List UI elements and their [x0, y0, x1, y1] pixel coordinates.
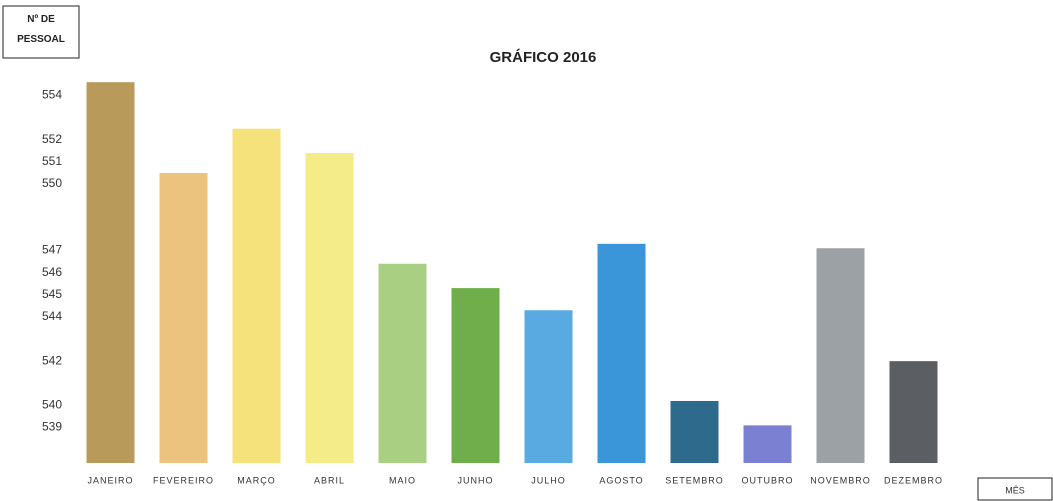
y-tick-label: 546	[42, 265, 62, 279]
bar	[451, 288, 500, 463]
x-tick-label: JULHO	[531, 475, 566, 485]
y-axis-label: Nº DE PESSOAL	[17, 14, 65, 45]
bar	[159, 172, 208, 463]
y-tick-label: 542	[42, 353, 62, 367]
y-tick-label: 547	[42, 243, 62, 257]
bar	[889, 361, 938, 463]
x-tick-label: JANEIRO	[87, 475, 133, 485]
x-tick-label: NOVEMBRO	[810, 475, 871, 485]
x-tick-label: ABRIL	[314, 475, 345, 485]
y-tick-label: 554	[42, 88, 62, 102]
bar	[86, 82, 135, 464]
x-tick-label: SETEMBRO	[665, 475, 724, 485]
x-tick-label: MAIO	[389, 475, 416, 485]
y-tick-label: 539	[42, 420, 62, 434]
x-label-box	[977, 477, 1053, 501]
x-tick-label: MARÇO	[237, 475, 276, 485]
bar	[670, 401, 719, 463]
chart-title: GRÁFICO 2016	[490, 49, 597, 66]
bar	[524, 310, 573, 463]
bar	[232, 128, 281, 463]
y-label-wrap: Nº DE PESSOAL	[17, 14, 65, 45]
y-tick-label: 552	[42, 132, 62, 146]
bar	[816, 248, 865, 463]
x-tick-label: DEZEMBRO	[884, 475, 943, 485]
y-label-box	[2, 5, 80, 59]
x-tick-label: JUNHO	[458, 475, 494, 485]
bar	[378, 263, 427, 463]
y-tick-label: 545	[42, 287, 62, 301]
y-tick-label: 551	[42, 154, 62, 168]
x-tick-label: AGOSTO	[599, 475, 643, 485]
bar	[743, 425, 792, 463]
y-tick-label: 550	[42, 176, 62, 190]
x-tick-label: OUTUBRO	[742, 475, 794, 485]
bar	[305, 153, 354, 463]
x-axis-label: MÊS	[1005, 485, 1025, 495]
bar	[597, 243, 646, 463]
x-tick-label: FEVEREIRO	[153, 475, 214, 485]
y-tick-label: 540	[42, 398, 62, 412]
y-tick-label: 544	[42, 309, 62, 323]
